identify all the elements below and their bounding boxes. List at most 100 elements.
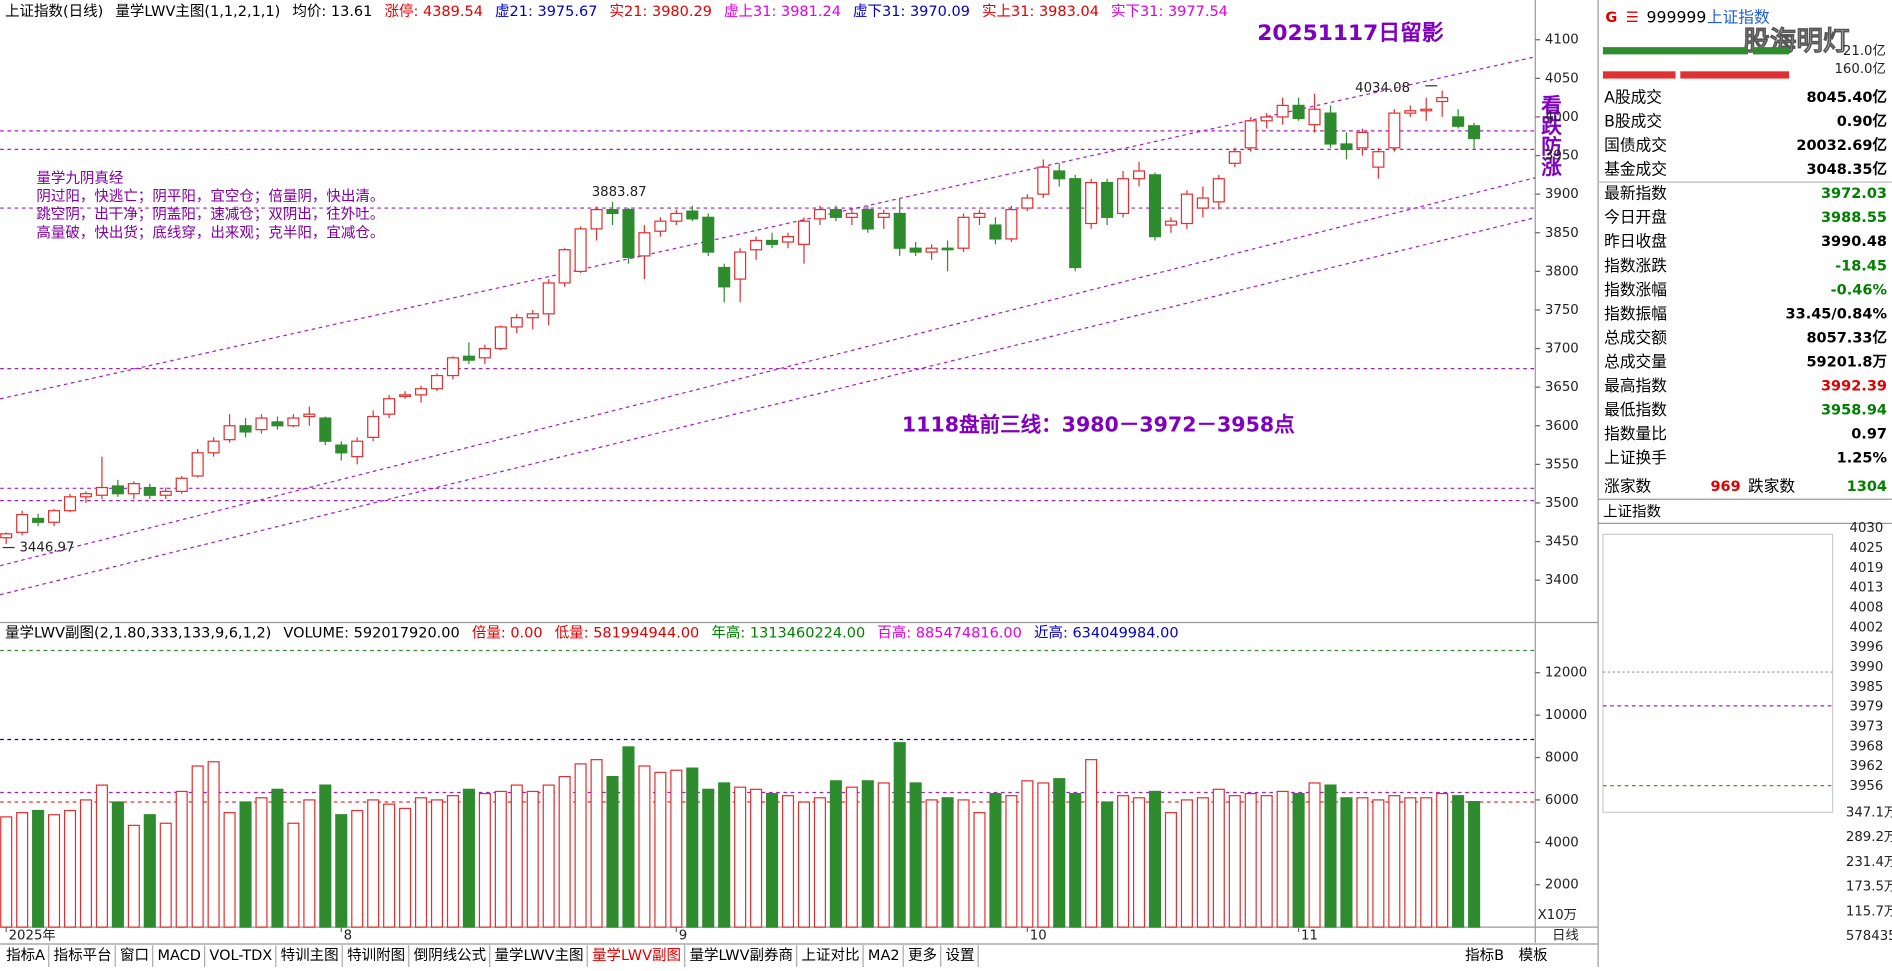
tab[interactable]: MA2: [868, 948, 900, 964]
flow-label: 160.0亿: [1834, 61, 1885, 77]
volume-bar: [781, 795, 795, 928]
tab[interactable]: 设置: [946, 947, 975, 964]
stat-value: -0.46%: [1831, 282, 1888, 298]
breadth-value: 969: [1710, 479, 1740, 495]
stat-value: 3972.03: [1821, 186, 1887, 202]
tab[interactable]: 指标平台: [54, 947, 112, 964]
stat-label: B股成交: [1604, 111, 1662, 130]
menu-icon[interactable]: ☰: [1626, 10, 1639, 26]
tab[interactable]: MACD: [158, 948, 201, 964]
candle-body: [925, 247, 938, 253]
volume-bar: [16, 812, 29, 928]
x-tick-label: 11: [1301, 929, 1318, 944]
intraday-price-label: 3985: [1850, 680, 1884, 695]
volume-bar: [1308, 782, 1321, 928]
candle-body: [430, 374, 444, 390]
tab[interactable]: 上证对比: [801, 947, 859, 964]
candle-body: [606, 208, 619, 215]
intraday-price-label: 3979: [1850, 700, 1884, 715]
stat-value: 3990.48: [1821, 234, 1887, 250]
volume-bar: [1404, 797, 1417, 928]
tab[interactable]: 指标B: [1465, 947, 1504, 964]
candle-body: [1292, 104, 1305, 120]
volume-bar: [1388, 795, 1401, 928]
candle-body: [414, 388, 428, 396]
candle-body: [0, 533, 13, 539]
candle-body: [1148, 174, 1162, 238]
volume-bar: [63, 809, 77, 928]
volume-bar: [159, 822, 172, 928]
tab[interactable]: 窗口: [120, 946, 149, 964]
volume-bar: [813, 797, 826, 928]
stat-label: 最低指数: [1604, 400, 1667, 419]
volume-bar: [702, 788, 715, 928]
candle-body: [558, 249, 571, 284]
volume-bar: [319, 784, 332, 928]
y-tick-label: 4100: [1545, 33, 1579, 48]
candle-body: [494, 326, 507, 350]
volume-bar: [1244, 792, 1257, 928]
volume-bar: [606, 775, 619, 928]
stat-label: 国债成交: [1604, 136, 1667, 155]
candle-body: [989, 224, 1002, 240]
y-tick-label: 4000: [1545, 110, 1579, 125]
candle-body: [1212, 178, 1225, 203]
tab[interactable]: 量学LWV副图: [592, 947, 681, 964]
stat-value: 59201.8万: [1806, 354, 1887, 371]
tab[interactable]: 更多: [908, 947, 937, 964]
channel-line: [0, 216, 1536, 596]
candle-body: [191, 452, 204, 477]
candle-body: [1005, 208, 1018, 240]
intraday-price-label: 4013: [1850, 581, 1884, 596]
note-line: 高量破，快出货；底线穿，出来观；克半阳，宜减仓。: [36, 224, 384, 241]
stat-label: 总成交量: [1604, 352, 1667, 371]
candle-body: [1101, 181, 1114, 218]
tab[interactable]: 量学LWV副券商: [689, 947, 793, 964]
candle-body: [1388, 112, 1401, 149]
breadth-label: 涨家数: [1604, 477, 1651, 496]
flow-bar: [1602, 47, 1749, 55]
stat-label: 指数涨幅: [1604, 280, 1667, 299]
volume-bar: [1356, 797, 1369, 928]
candle-body: [159, 490, 172, 496]
volume-bar: [367, 799, 380, 928]
tab[interactable]: 倒阴线公式: [414, 947, 487, 964]
x-tick-label: 8: [344, 929, 352, 944]
intraday-volume-label: 173.5万: [1846, 880, 1892, 895]
candle-body: [399, 394, 412, 398]
candle-body: [1372, 151, 1385, 168]
tab[interactable]: VOL-TDX: [209, 948, 272, 964]
candle-body: [223, 425, 236, 441]
tab[interactable]: 模板: [1519, 946, 1548, 964]
intraday-title: 上证指数: [1603, 504, 1661, 521]
candle-body: [670, 212, 683, 222]
tab[interactable]: 特训主图: [281, 947, 339, 964]
stat-value: 33.45/0.84%: [1786, 306, 1888, 322]
y-tick-label: 10000: [1545, 708, 1587, 723]
candle-body: [1228, 151, 1241, 164]
volume-bar: [622, 746, 635, 928]
tab[interactable]: 特训附图: [347, 947, 405, 964]
flow-bar: [1752, 47, 1790, 55]
y-tick-label: 3500: [1545, 496, 1579, 511]
candle-body: [829, 208, 842, 218]
tab[interactable]: 量学LWV主图: [495, 947, 584, 964]
intraday-price-label: 3973: [1850, 719, 1884, 734]
volume-bar: [111, 801, 124, 928]
volume-bar: [1468, 801, 1481, 928]
candle-body: [734, 251, 747, 280]
volume-bar: [478, 792, 491, 928]
tab[interactable]: 指标A: [6, 947, 45, 964]
stat-label: 指数振幅: [1604, 304, 1667, 323]
candle-body: [143, 486, 156, 496]
candle-body: [510, 317, 523, 328]
volume-bar: [223, 812, 236, 928]
y-tick-label: 2000: [1545, 878, 1579, 893]
volume-bar: [909, 782, 922, 928]
y-tick-label: 4050: [1545, 71, 1579, 86]
volume-bar: [446, 795, 459, 928]
volume-bar: [1420, 797, 1433, 928]
y-tick-label: 3600: [1545, 419, 1579, 434]
candle-body: [111, 485, 124, 495]
